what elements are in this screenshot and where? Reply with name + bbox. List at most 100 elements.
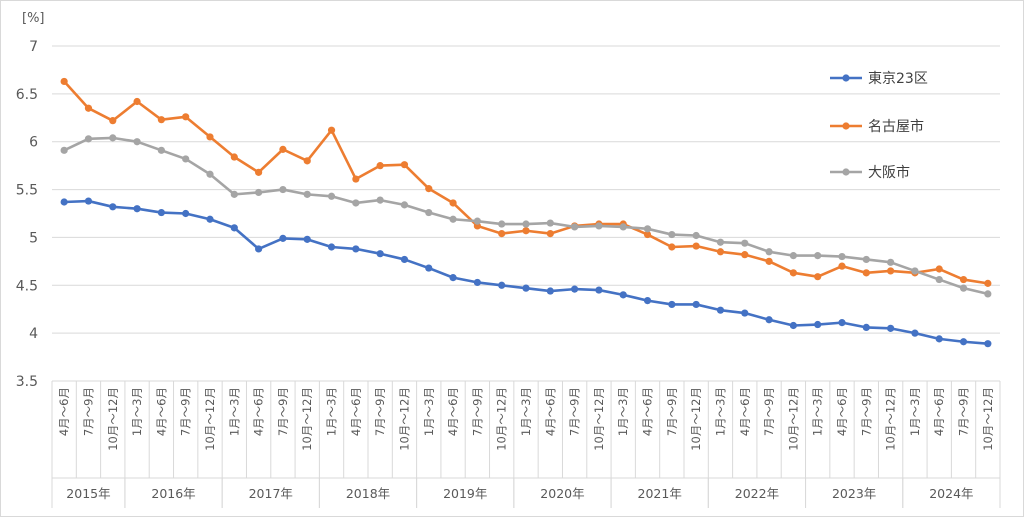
data-point	[765, 248, 773, 256]
data-point	[230, 190, 238, 198]
data-point	[959, 338, 968, 346]
y-tick-label: 6	[29, 135, 38, 151]
data-point	[546, 230, 554, 238]
y-tick-label: 6.5	[16, 87, 38, 103]
data-point	[327, 126, 336, 134]
data-point	[400, 161, 409, 169]
x-tick-label: 7月～9月	[762, 387, 776, 436]
x-tick-label: 10月～12月	[884, 387, 898, 451]
data-point	[376, 162, 384, 170]
series-group	[60, 77, 992, 287]
data-point	[911, 329, 919, 337]
year-label: 2024年	[929, 486, 973, 501]
data-point	[84, 197, 93, 205]
data-point	[498, 281, 506, 289]
legend-marker	[842, 74, 850, 82]
x-tick-label: 7月～9月	[568, 387, 582, 436]
x-tick-label: 7月～9月	[81, 387, 95, 436]
x-tick-label: 10月～12月	[106, 387, 120, 451]
data-point	[984, 340, 992, 348]
year-label: 2019年	[443, 486, 487, 501]
data-point	[546, 287, 554, 295]
data-point	[255, 168, 263, 176]
data-point	[911, 267, 919, 275]
x-tick-label: 10月～12月	[689, 387, 703, 451]
x-tick-label: 1月～3月	[325, 387, 339, 436]
data-point	[692, 231, 700, 240]
data-point	[765, 257, 773, 265]
data-point	[789, 252, 797, 260]
data-point	[498, 220, 506, 228]
y-axis: [%] 3.5 4 4.5 5 5.5 6 6.5 7	[16, 11, 45, 390]
x-axis: 4月～6月 7月～9月 10月～12月 1月～3月 4月～6月 7月～9月 10月～12月 1…	[51, 381, 1001, 508]
x-tick-label: 7月～9月	[665, 387, 679, 436]
data-point	[716, 306, 725, 314]
x-tick-label: 4月～6月	[641, 387, 655, 436]
data-point	[60, 198, 68, 206]
x-tick-label: 7月～9月	[470, 387, 484, 436]
data-point	[959, 284, 968, 292]
data-point	[60, 146, 68, 154]
data-point	[182, 209, 190, 218]
data-point	[571, 285, 579, 293]
data-point	[814, 320, 822, 329]
data-point	[643, 297, 652, 305]
legend-item: 東京23区	[830, 71, 928, 87]
x-tick-label: 7月～9月	[373, 387, 387, 436]
data-point	[546, 219, 554, 227]
data-point	[643, 225, 652, 233]
y-tick-label: 5	[29, 230, 38, 246]
x-tick-label: 4月～6月	[446, 387, 460, 436]
data-point	[109, 134, 117, 142]
data-point	[109, 203, 117, 211]
data-point	[279, 145, 287, 153]
y-tick-label: 4	[29, 326, 38, 342]
x-tick-label: 10月～12月	[203, 387, 217, 451]
data-point	[352, 175, 360, 183]
data-point	[838, 262, 846, 270]
data-point	[400, 255, 409, 264]
data-point	[571, 223, 579, 231]
legend-label: 東京23区	[868, 71, 928, 87]
data-point	[814, 252, 822, 260]
x-tick-label: 10月～12月	[592, 387, 606, 451]
x-tick-label: 4月～6月	[57, 387, 71, 436]
data-point	[206, 133, 214, 141]
year-label: 2023年	[832, 486, 876, 501]
y-tick-label: 3.5	[16, 374, 38, 390]
x-tick-label: 4月～6月	[252, 387, 266, 436]
data-point	[838, 252, 846, 261]
x-tick-label: 10月～12月	[300, 387, 314, 451]
data-point	[935, 335, 943, 343]
data-point	[643, 230, 652, 239]
legend-item: 名古屋市	[830, 118, 924, 135]
year-label: 2021年	[638, 486, 682, 501]
data-point	[425, 208, 433, 217]
year-label: 2022年	[735, 486, 779, 501]
data-point	[887, 267, 895, 275]
series-layer	[60, 77, 992, 348]
legend-label: 名古屋市	[868, 118, 924, 135]
data-point	[84, 104, 93, 112]
data-point	[741, 251, 749, 259]
data-point	[84, 135, 93, 143]
data-point	[327, 192, 336, 200]
data-point	[449, 274, 457, 282]
data-point	[376, 250, 384, 258]
data-point	[303, 190, 311, 198]
data-point	[206, 215, 214, 223]
data-point	[352, 199, 360, 207]
x-tick-label: 10月～12月	[495, 387, 509, 451]
year-label: 2020年	[540, 486, 584, 501]
data-point	[182, 113, 190, 121]
data-point	[522, 227, 530, 235]
data-point	[619, 291, 627, 299]
data-point	[668, 243, 676, 251]
year-label: 2015年	[66, 486, 110, 501]
data-point	[303, 157, 311, 165]
y-tick-label: 5.5	[16, 183, 38, 199]
data-point	[692, 300, 700, 309]
data-point	[230, 224, 238, 232]
